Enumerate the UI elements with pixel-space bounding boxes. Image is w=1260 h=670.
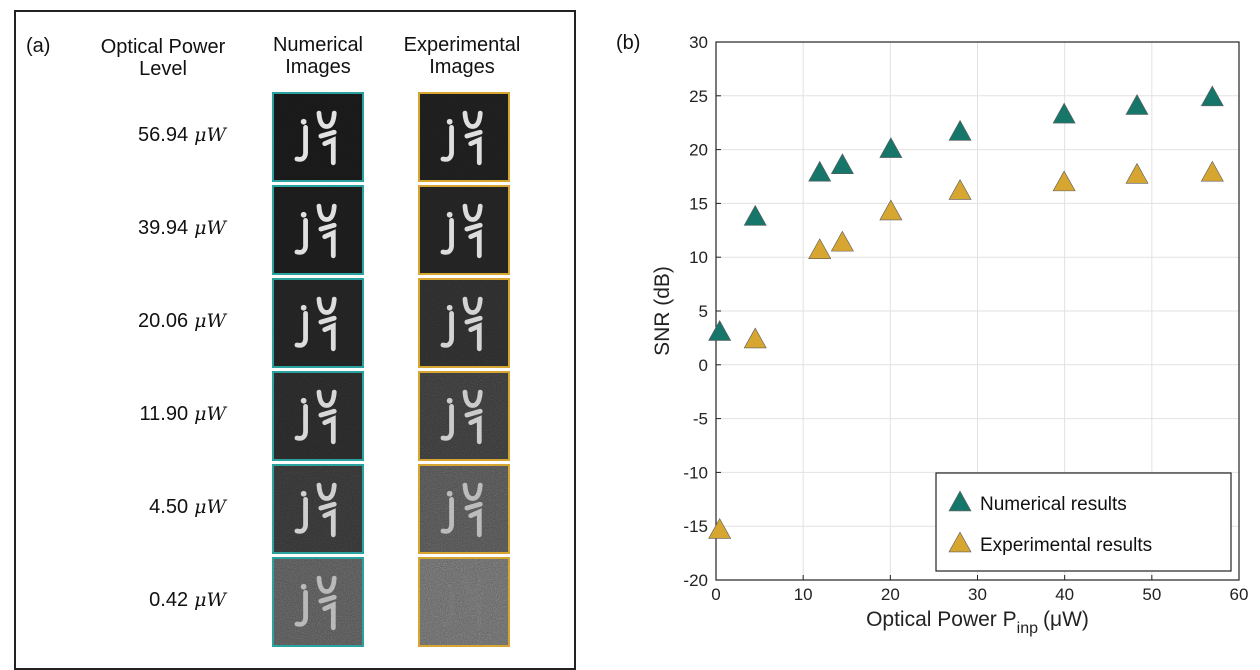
numerical-image (272, 92, 364, 182)
power-value: 56.94 (138, 124, 189, 146)
panel-b-label: (b) (616, 32, 641, 54)
x-axis-title-unit: (μW) (1043, 608, 1089, 631)
power-value: 0.42 (149, 589, 189, 611)
power-unit: μW (194, 589, 226, 611)
numerical-image (272, 557, 364, 647)
experimental-point (1125, 162, 1149, 184)
y-tick-label: 0 (699, 356, 708, 375)
power-unit: μW (194, 403, 226, 425)
y-tick-label: -20 (683, 571, 708, 590)
x-axis-title-main: Optical Power P (866, 608, 1017, 631)
header-numerical-line1: Numerical (272, 34, 364, 56)
numerical-point (743, 204, 767, 226)
experimental-image (418, 278, 510, 368)
power-level-label: 0.42 μW (76, 589, 226, 612)
experimental-image (418, 557, 510, 647)
experimental-point (879, 199, 903, 221)
numerical-point (1200, 85, 1224, 107)
numerical-point (1125, 94, 1149, 115)
experimental-point (1200, 160, 1224, 182)
numerical-image (272, 185, 364, 275)
power-value: 20.06 (138, 310, 189, 332)
numerical-image (272, 464, 364, 554)
numerical-point (879, 137, 903, 158)
experimental-point (708, 518, 732, 539)
y-tick-label: -5 (693, 410, 708, 429)
experimental-point (948, 179, 972, 200)
experimental-point (1052, 170, 1076, 192)
power-level-label: 11.90 μW (76, 403, 226, 426)
numerical-point (808, 160, 832, 182)
numerical-image (272, 278, 364, 368)
header-optical-power-line1: Optical Power (100, 36, 226, 58)
x-tick-label: 40 (1055, 585, 1074, 604)
power-value: 39.94 (138, 217, 189, 239)
experimental-point (808, 238, 832, 259)
legend-marker (948, 490, 972, 512)
power-level-label: 56.94 μW (76, 124, 226, 147)
legend-label: Numerical results (980, 494, 1127, 515)
power-level-label: 20.06 μW (76, 310, 226, 333)
y-tick-label: 10 (689, 248, 708, 267)
header-experimental-line1: Experimental (403, 34, 521, 56)
header-numerical-line2: Images (285, 56, 351, 78)
header-experimental-images: Experimental Images (382, 34, 542, 78)
snr-scatter-chart: 0 10 20 30 40 50 60 -20 -15 -10 -5 0 5 10 15 20 25 30 SNR… (651, 33, 1248, 637)
power-value: 4.50 (149, 496, 189, 518)
y-tick-label: -15 (683, 517, 708, 536)
legend-label: Experimental results (980, 535, 1152, 556)
numerical-point (830, 153, 854, 174)
power-value: 11.90 (139, 403, 189, 425)
y-tick-label: 30 (689, 33, 708, 52)
x-axis-title-sub: inp (1017, 620, 1038, 637)
y-tick-label: 25 (689, 87, 708, 106)
power-level-label: 4.50 μW (76, 496, 226, 519)
x-tick-label: 20 (881, 585, 900, 604)
numerical-image (272, 371, 364, 461)
axis-ticks: 0 10 20 30 40 50 60 -20 -15 -10 -5 0 5 10 15 20 25 30 (683, 33, 1248, 604)
x-tick-label: 0 (711, 585, 720, 604)
power-unit: μW (194, 217, 226, 239)
header-numerical-images: Numerical Images (258, 34, 378, 78)
y-axis-title: SNR (dB) (651, 266, 674, 356)
x-axis-title: Optical Power Pinp (μW) (866, 608, 1089, 637)
experimental-image (418, 371, 510, 461)
power-unit: μW (194, 496, 226, 518)
y-tick-label: 5 (699, 302, 708, 321)
legend: Numerical results Experimental results (935, 472, 1232, 572)
experimental-image (418, 464, 510, 554)
data-markers (708, 85, 1224, 539)
x-tick-label: 60 (1230, 585, 1249, 604)
legend-box (935, 472, 1232, 572)
y-tick-label: -10 (683, 463, 708, 482)
numerical-point (1052, 102, 1076, 124)
y-tick-label: 20 (689, 141, 708, 160)
header-experimental-line2: Images (429, 56, 495, 78)
power-level-label: 39.94 μW (76, 217, 226, 240)
x-tick-label: 10 (794, 585, 813, 604)
numerical-point (708, 320, 732, 341)
power-unit: μW (194, 310, 226, 332)
experimental-point (830, 230, 854, 252)
experimental-point (743, 327, 767, 349)
experimental-image (418, 92, 510, 182)
image-comparison-panel: (a) Optical Power Level Numerical Images… (14, 10, 576, 670)
experimental-image (418, 185, 510, 275)
header-optical-power-line2: Level (139, 58, 187, 80)
panel-a-label: (a) (26, 35, 51, 57)
header-optical-power: Optical Power Level (78, 36, 248, 80)
y-tick-label: 15 (689, 194, 708, 213)
x-tick-label: 50 (1142, 585, 1161, 604)
numerical-point (948, 119, 972, 141)
x-tick-label: 30 (968, 585, 987, 604)
power-unit: μW (194, 124, 226, 146)
legend-marker (948, 531, 972, 553)
